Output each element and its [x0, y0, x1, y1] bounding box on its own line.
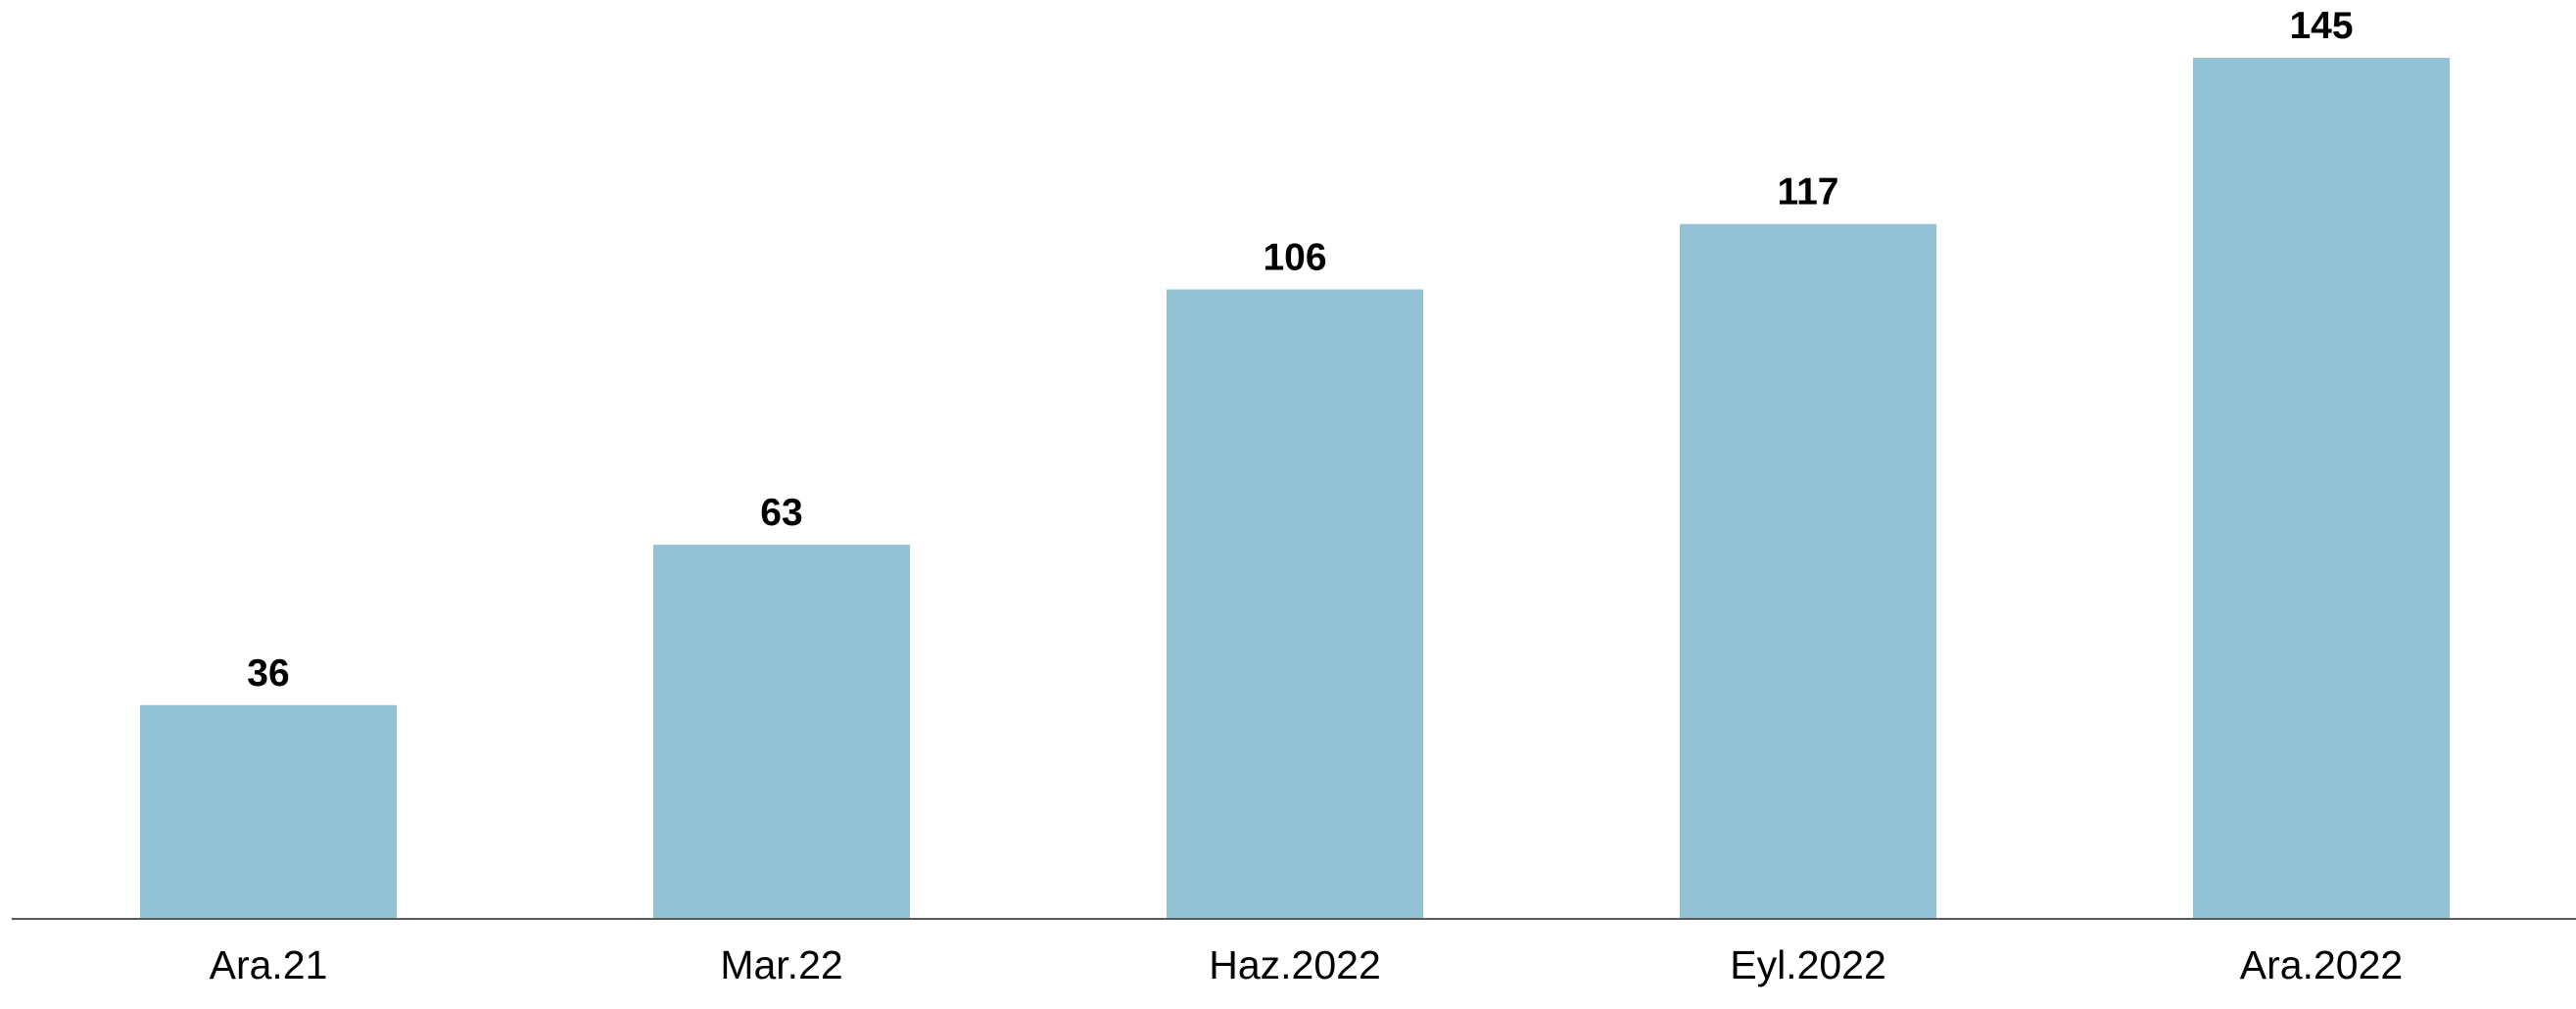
bar-2 — [1167, 289, 1423, 920]
category-label-1: Mar.22 — [720, 942, 842, 987]
category-label-0: Ara.21 — [210, 942, 328, 987]
data-label-3: 117 — [1778, 171, 1839, 214]
category-label-2: Haz.2022 — [1209, 942, 1381, 987]
bar-0 — [140, 704, 397, 919]
category-label-3: Eyl.2022 — [1730, 942, 1886, 987]
bars-group — [140, 58, 2450, 920]
bar-4 — [2193, 58, 2450, 919]
category-labels-group: Ara.21 Mar.22 Haz.2022 Eyl.2022 Ara.2022 — [210, 942, 2404, 987]
data-label-0: 36 — [247, 652, 289, 695]
data-label-4: 145 — [2289, 5, 2353, 47]
bar-3 — [1680, 223, 1936, 920]
category-label-4: Ara.2022 — [2240, 942, 2403, 987]
data-label-2: 106 — [1263, 236, 1326, 278]
data-labels-group: 36 63 106 117 145 — [247, 5, 2353, 695]
data-label-1: 63 — [760, 492, 802, 534]
bar-1 — [653, 545, 910, 919]
